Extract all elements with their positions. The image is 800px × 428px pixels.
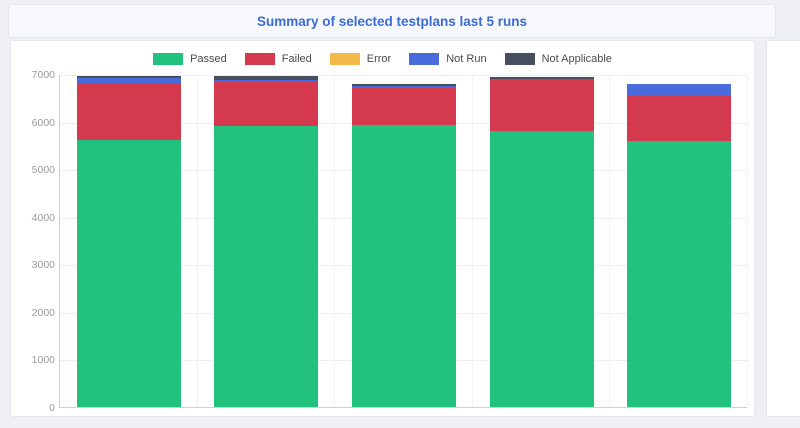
stacked-bar-run-3[interactable]: [351, 84, 456, 407]
legend-swatch-passed: [153, 53, 184, 65]
bar-segment-not-applicable[interactable]: [76, 76, 181, 79]
y-axis-tick-label: 7000: [31, 69, 55, 81]
bar-slot-run-2: [198, 75, 336, 407]
next-chart-card-clipped: [766, 40, 800, 417]
legend-swatch-not-applicable: [504, 53, 535, 65]
stacked-bar-run-1[interactable]: [76, 76, 181, 407]
stacked-bar-run-5[interactable]: [627, 83, 732, 407]
bar-segment-not-applicable[interactable]: [489, 77, 594, 79]
y-axis-tick-label: 3000: [31, 259, 55, 272]
legend-item-error[interactable]: Error: [329, 53, 392, 65]
legend-item-failed[interactable]: Failed: [244, 53, 312, 65]
gridline-x-2: [334, 75, 336, 407]
bar-segment-not-applicable[interactable]: [351, 84, 456, 86]
legend-label: Error: [366, 53, 392, 65]
bar-segment-failed[interactable]: [489, 79, 594, 132]
gridline-x-4: [609, 75, 611, 407]
gridline-x-1: [196, 75, 198, 407]
chart-legend: Passed Failed Error Not Run Not Applicable: [11, 53, 754, 65]
testplan-summary-chart-card: Passed Failed Error Not Run Not Applicable 0…: [10, 40, 755, 417]
y-axis-tick-label: 2000: [31, 306, 55, 319]
bar-slot-run-4: [473, 75, 611, 407]
plot-area: 0 1000 2000 3000 4000 5000 6000 7000: [32, 69, 748, 414]
summary-title-bar: Summary of selected testplans last 5 run…: [8, 4, 776, 38]
legend-label: Failed: [281, 53, 312, 65]
bar-segment-not-applicable[interactable]: [214, 76, 319, 81]
bar-segment-not-run[interactable]: [627, 84, 732, 96]
y-axis-tick-label: 4000: [31, 211, 55, 224]
stacked-bar-run-2[interactable]: [214, 76, 319, 407]
bar-segment-passed[interactable]: [627, 140, 732, 407]
y-axis-tick-label: 5000: [31, 164, 55, 177]
legend-swatch-error: [329, 53, 360, 65]
legend-label: Not Run: [446, 53, 487, 65]
legend-item-passed[interactable]: Passed: [153, 53, 227, 65]
legend-swatch-failed: [244, 53, 275, 65]
bar-segment-not-run[interactable]: [214, 80, 319, 83]
bar-segment-passed[interactable]: [214, 125, 319, 407]
bar-segment-failed[interactable]: [76, 83, 181, 140]
bar-slot-run-1: [60, 75, 198, 407]
y-axis-tick-label: 0: [49, 402, 55, 414]
bar-segment-passed[interactable]: [489, 131, 594, 407]
bar-slot-run-3: [335, 75, 473, 407]
bar-segment-passed[interactable]: [351, 124, 456, 407]
legend-swatch-not-run: [409, 53, 440, 65]
legend-item-not-applicable[interactable]: Not Applicable: [504, 53, 612, 65]
legend-label: Passed: [190, 53, 227, 65]
gridline-x-5: [747, 75, 748, 407]
stacked-bar-run-4[interactable]: [489, 77, 594, 407]
legend-label: Not Applicable: [541, 53, 612, 65]
bar-segment-not-applicable[interactable]: [627, 83, 732, 85]
legend-item-not-run[interactable]: Not Run: [409, 53, 487, 65]
bar-segment-passed[interactable]: [76, 139, 181, 407]
page-title: Summary of selected testplans last 5 run…: [256, 13, 528, 29]
bar-segment-not-run[interactable]: [76, 78, 181, 84]
bar-slot-run-5: [610, 75, 748, 407]
gridline-x-3: [471, 75, 473, 407]
bar-segment-failed[interactable]: [627, 95, 732, 141]
bar-segment-not-run[interactable]: [351, 85, 456, 89]
y-axis-tick-label: 1000: [31, 354, 55, 367]
bar-segment-failed[interactable]: [351, 88, 456, 125]
y-axis-tick-label: 6000: [31, 116, 55, 129]
gridline-y-7000: [60, 75, 747, 76]
bar-segment-failed[interactable]: [214, 82, 319, 126]
